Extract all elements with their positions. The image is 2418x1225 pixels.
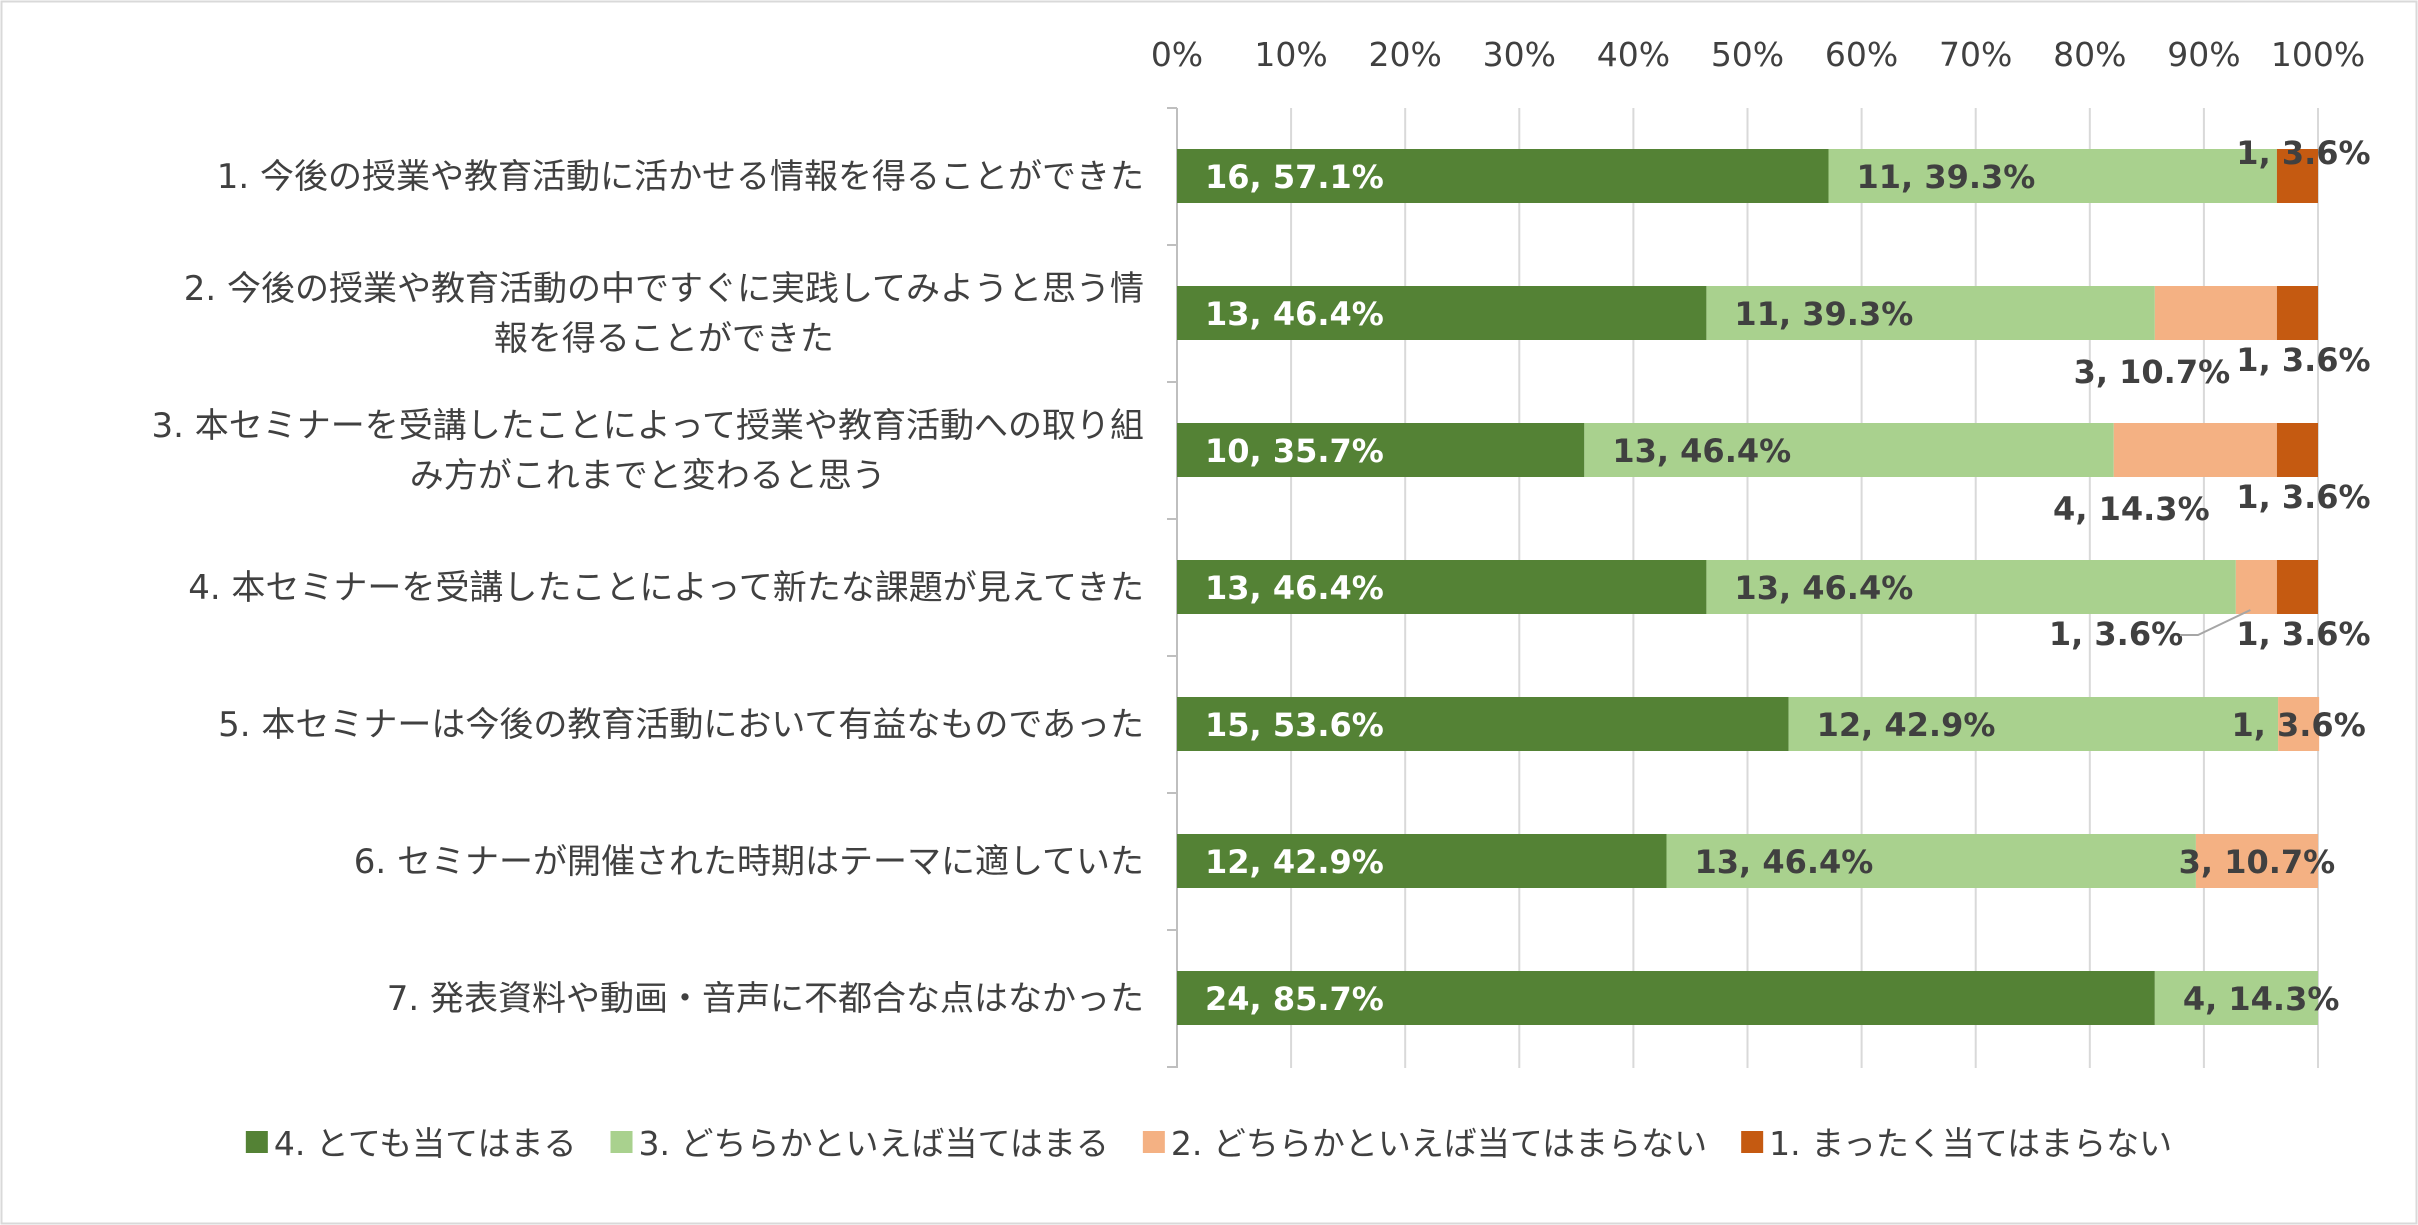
bar-segment xyxy=(1706,286,2155,340)
x-tick-label: 40% xyxy=(1597,35,1670,74)
bar-segment xyxy=(1177,560,1707,614)
category-label: 2. 今後の授業や教育活動の中ですぐに実践してみようと思う情 xyxy=(184,269,1144,309)
bar-segment xyxy=(1828,149,2277,203)
data-label: 1, 3.6% xyxy=(2236,478,2370,516)
data-label: 1, 3.6% xyxy=(2231,706,2365,744)
bar-segment xyxy=(2276,149,2318,203)
data-label: 1, 3.6% xyxy=(2236,134,2370,172)
x-tick-label: 60% xyxy=(1825,35,1898,74)
data-label: 24, 85.7% xyxy=(1205,980,1384,1018)
data-label: 3, 10.7% xyxy=(2179,843,2336,881)
data-label: 4, 14.3% xyxy=(2053,490,2210,528)
x-tick-label: 90% xyxy=(2167,35,2240,74)
bar-segment xyxy=(1788,697,2279,751)
x-tick-label: 80% xyxy=(2053,35,2126,74)
bar-segment xyxy=(1584,423,2114,477)
bar-segment xyxy=(1177,834,1667,888)
x-tick-label: 100% xyxy=(2271,35,2365,74)
category-label: 7. 発表資料や動画・音声に不都合な点はなかった xyxy=(387,979,1144,1019)
category-label: 4. 本セミナーを受講したことによって新たな課題が見えてきた xyxy=(188,568,1144,608)
bar-segment xyxy=(1177,149,1829,203)
bar-segment xyxy=(2154,971,2318,1025)
data-labels: 1. 今後の授業や教育活動に活かせる情報を得ることができた 2. 今後の授業や教育… xyxy=(151,134,2370,1019)
bar-segment xyxy=(2276,286,2318,340)
bar-segment xyxy=(2154,286,2277,340)
data-label: 16, 57.1% xyxy=(1205,158,1384,196)
category-label: み方がこれまでと変わると思う xyxy=(410,456,886,496)
data-label: 3, 10.7% xyxy=(2074,353,2231,391)
data-label: 4, 14.3% xyxy=(2183,980,2340,1018)
bars xyxy=(1177,149,2320,1025)
data-label: 10, 35.7% xyxy=(1205,432,1384,470)
x-tick-label: 0% xyxy=(1151,35,1203,74)
data-label: 13, 46.4% xyxy=(1734,569,1913,607)
data-label: 1, 3.6% xyxy=(2236,341,2370,379)
legend-label: 4. とても当てはまる xyxy=(274,1124,577,1163)
legend-swatch xyxy=(1142,1131,1165,1153)
x-tick-label: 70% xyxy=(1939,35,2012,74)
legend-label: 1. まったく当てはまらない xyxy=(1769,1124,2172,1163)
bar-segment xyxy=(1177,286,1707,340)
x-tick-label: 50% xyxy=(1711,35,1784,74)
data-label: 11, 39.3% xyxy=(1734,295,1913,333)
data-label: 12, 42.9% xyxy=(1817,706,1996,744)
x-tick-label: 30% xyxy=(1483,35,1556,74)
data-label: 13, 46.4% xyxy=(1205,569,1384,607)
bar-segment xyxy=(2278,697,2320,751)
data-label: 1, 3.6% xyxy=(2236,615,2370,653)
bar-segment xyxy=(2235,560,2277,614)
legend-swatch xyxy=(610,1131,633,1153)
leader-line xyxy=(2180,609,2251,636)
bar-segment xyxy=(1706,560,2236,614)
data-label: 15, 53.6% xyxy=(1205,706,1384,744)
data-label: 11, 39.3% xyxy=(1857,158,2036,196)
bar-segment xyxy=(1666,834,2196,888)
x-tick-label: 10% xyxy=(1254,35,1327,74)
data-label: 13, 46.4% xyxy=(1205,295,1384,333)
legend-swatch xyxy=(245,1131,268,1153)
bar-segment xyxy=(2113,423,2277,477)
bar-segment xyxy=(2276,560,2318,614)
bar-segment xyxy=(2195,834,2318,888)
legend-label: 3. どちらかといえば当てはまる xyxy=(639,1124,1109,1163)
bar-segment xyxy=(1177,697,1789,751)
category-label: 3. 本セミナーを受講したことによって授業や教育活動への取り組 xyxy=(151,406,1144,446)
legend-swatch xyxy=(1741,1131,1764,1153)
legend-label: 2. どちらかといえば当てはまらない xyxy=(1171,1124,1707,1163)
bar-segment xyxy=(1177,971,2155,1025)
axes: 0% 10% 20% 30% 40% 50% 60% 70% 80% 90% 100% xyxy=(1151,35,2365,1068)
data-label: 12, 42.9% xyxy=(1205,843,1384,881)
data-label: 13, 46.4% xyxy=(1612,432,1791,470)
category-label: 5. 本セミナーは今後の教育活動において有益なものであった xyxy=(218,705,1144,745)
category-label: 6. セミナーが開催された時期はテーマに適していた xyxy=(354,842,1144,882)
data-label: 13, 46.4% xyxy=(1694,843,1873,881)
category-label: 1. 今後の授業や教育活動に活かせる情報を得ることができた xyxy=(217,157,1144,197)
category-label: 報を得ることができた xyxy=(494,319,834,359)
data-label: 1, 3.6% xyxy=(2049,615,2183,653)
bar-segment xyxy=(2276,423,2318,477)
legend: 4. とても当てはまる 3. どちらかといえば当てはまる 2. どちらかといえば当て… xyxy=(245,1124,2172,1163)
bar-segment xyxy=(1177,423,1585,477)
x-tick-label: 20% xyxy=(1369,35,1442,74)
